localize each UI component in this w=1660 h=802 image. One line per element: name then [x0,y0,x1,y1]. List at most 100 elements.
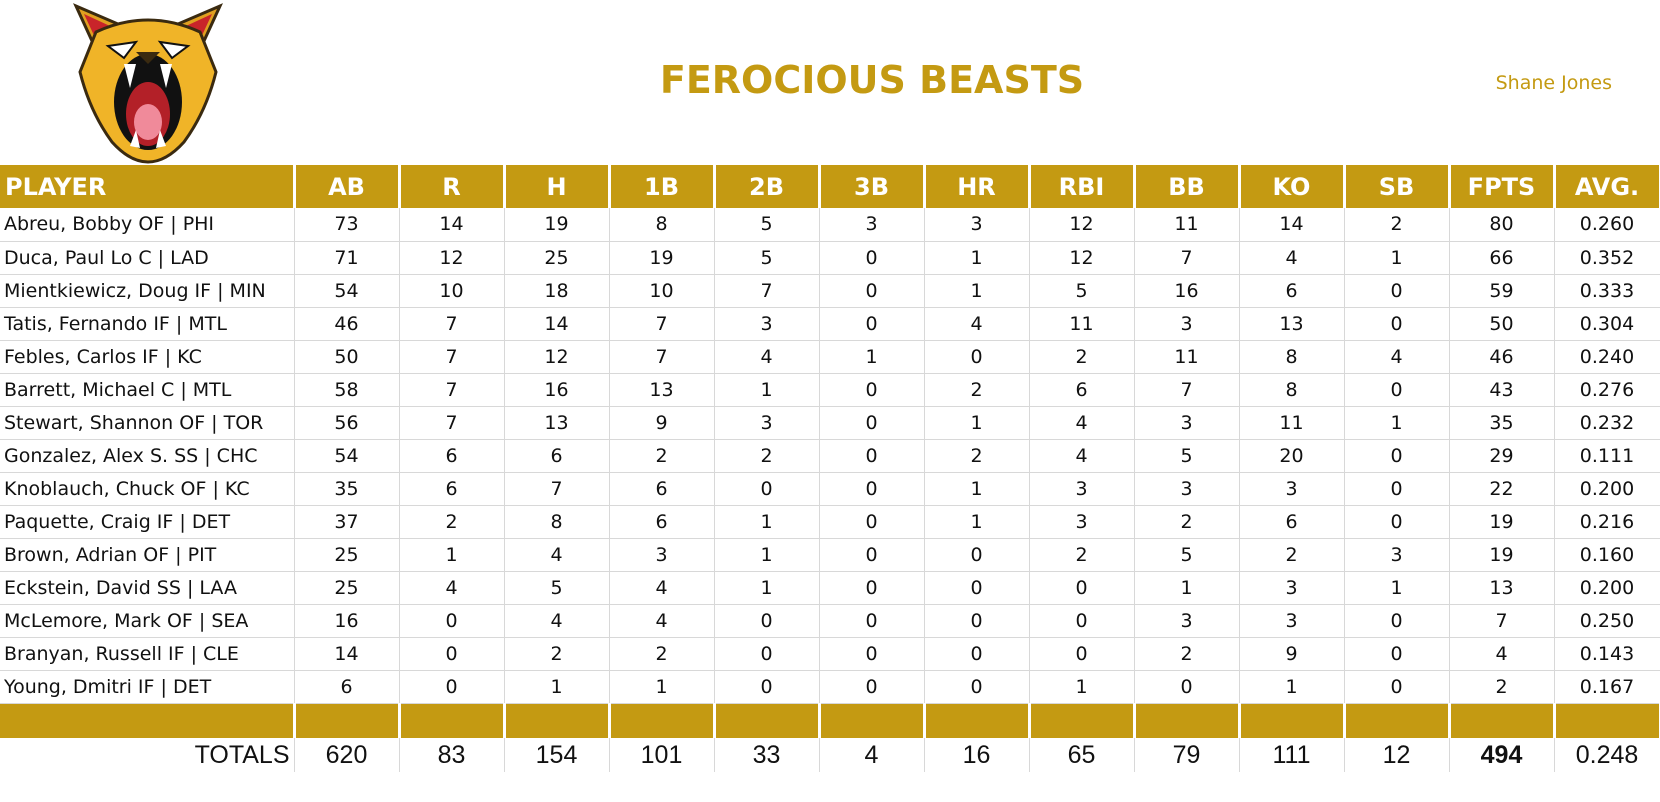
stat-cell: 1 [714,571,820,605]
stat-cell: 1 [1239,670,1345,704]
column-header-avg: AVG. [1554,165,1660,208]
player-name-cell: Young, Dmitri IF | DET [0,670,295,704]
stat-cell: 0 [1029,571,1135,605]
stat-cell: 6 [1029,373,1135,407]
stat-cell: 12 [504,340,610,374]
stat-cell: 4 [1029,406,1135,440]
stat-cell: 6 [399,439,505,473]
stat-cell: 1 [924,505,1030,539]
total-cell: 154 [504,738,610,772]
total-cell: 101 [609,738,715,772]
stat-cell: 7 [1449,604,1555,638]
stat-cell: 0.333 [1554,274,1660,308]
stat-cell: 6 [1239,274,1345,308]
stat-cell: 10 [399,274,505,308]
divider-cell [1134,703,1241,738]
stat-cell: 5 [1134,439,1240,473]
stat-cell: 5 [1029,274,1135,308]
stat-cell: 7 [399,406,505,440]
stat-cell: 46 [294,307,400,341]
stat-cell: 9 [1239,637,1345,671]
divider-cell [1449,703,1556,738]
stat-cell: 6 [399,472,505,506]
divider-cell [294,703,401,738]
stat-cell: 0 [924,604,1030,638]
stat-cell: 29 [1449,439,1555,473]
stat-cell: 16 [1134,274,1240,308]
stat-cell: 2 [924,439,1030,473]
column-header-ab: AB [294,165,401,208]
total-cell: 0.248 [1554,738,1660,772]
player-name-cell: Knoblauch, Chuck OF | KC [0,472,295,506]
table-row: Tatis, Fernando IF | MTL 46 7 14 7 3 0 4 11 3 13 0 5… [0,307,1660,341]
stat-cell: 1 [714,373,820,407]
team-title: FEROCIOUS BEASTS [659,58,1085,102]
column-header-player: PLAYER [0,165,296,208]
stat-cell: 4 [1239,241,1345,275]
stat-cell: 0 [1344,439,1450,473]
stat-cell: 59 [1449,274,1555,308]
stat-cell: 10 [609,274,715,308]
stat-cell: 6 [609,505,715,539]
total-cell: 12 [1344,738,1450,772]
stat-cell: 0 [714,604,820,638]
stat-cell: 14 [399,208,505,242]
total-cell: 620 [294,738,400,772]
table-row: Brown, Adrian OF | PIT 25 1 4 3 1 0 0 2 5 2 3 19 0.16… [0,538,1660,572]
stat-cell: 16 [294,604,400,638]
column-header-sb: SB [1344,165,1451,208]
column-header-ko: KO [1239,165,1346,208]
stat-cell: 0 [714,670,820,704]
stat-cell: 0.304 [1554,307,1660,341]
total-cell: 79 [1134,738,1240,772]
stat-cell: 0 [399,637,505,671]
stat-cell: 7 [399,373,505,407]
player-name-cell: Paquette, Craig IF | DET [0,505,295,539]
total-cell: 16 [924,738,1030,772]
stat-cell: 2 [609,637,715,671]
column-header-1b: 1B [609,165,716,208]
stat-cell: 2 [1239,538,1345,572]
stat-cell: 4 [1029,439,1135,473]
stat-cell: 16 [504,373,610,407]
stat-cell: 4 [504,604,610,638]
stat-cell: 20 [1239,439,1345,473]
stat-cell: 0 [399,604,505,638]
stat-cell: 7 [399,340,505,374]
stat-cell: 43 [1449,373,1555,407]
stat-cell: 66 [1449,241,1555,275]
stat-cell: 4 [609,604,715,638]
stat-cell: 1 [714,538,820,572]
player-name-cell: McLemore, Mark OF | SEA [0,604,295,638]
totals-divider-row [0,703,1660,738]
stat-cell: 4 [399,571,505,605]
stat-cell: 0 [819,505,925,539]
stat-cell: 0 [819,307,925,341]
player-name-cell: Stewart, Shannon OF | TOR [0,406,295,440]
stat-cell: 13 [504,406,610,440]
table-header-row: PLAYER AB R H 1B 2B 3B HR RBI BB KO SB FPTS AVG. [0,165,1660,208]
divider-cell [1239,703,1346,738]
stat-cell: 1 [504,670,610,704]
stat-cell: 0 [819,571,925,605]
stat-cell: 0 [819,373,925,407]
stat-cell: 3 [609,538,715,572]
stat-cell: 0 [819,538,925,572]
stat-cell: 50 [294,340,400,374]
stat-cell: 0 [1344,670,1450,704]
stat-cell: 3 [1134,406,1240,440]
stat-cell: 2 [1134,505,1240,539]
table-row: Febles, Carlos IF | KC 50 7 12 7 4 1 0 2 11 8 4 46 0.… [0,340,1660,374]
stat-cell: 1 [1134,571,1240,605]
divider-cell [1554,703,1660,738]
divider-cell [819,703,926,738]
table-row: Paquette, Craig IF | DET 37 2 8 6 1 0 1 3 2 6 0 19 0.… [0,505,1660,539]
total-cell: 33 [714,738,820,772]
stat-cell: 3 [1239,604,1345,638]
stat-cell: 4 [924,307,1030,341]
stat-cell: 12 [399,241,505,275]
divider-cell [1344,703,1451,738]
stat-cell: 6 [609,472,715,506]
table-row: Barrett, Michael C | MTL 58 7 16 13 1 0 2 6 7 8 0 43… [0,373,1660,407]
stat-cell: 7 [609,340,715,374]
